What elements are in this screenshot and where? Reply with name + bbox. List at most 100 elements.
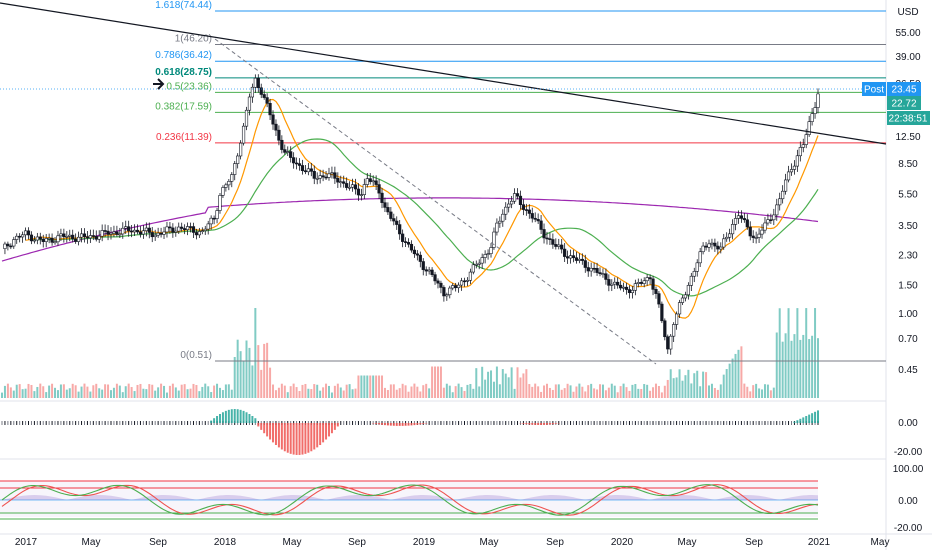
candle-down [9,245,13,248]
candle-down [82,233,87,238]
trend-lines [0,2,887,365]
candle-down [739,215,744,219]
volume-bar [195,385,198,398]
candle-down [389,211,393,219]
stoch-tick-label: 100.00 [893,464,924,475]
candle-down [745,219,749,228]
main-pane[interactable] [0,0,886,400]
candle-down [212,217,216,220]
price-tick-label: 1.00 [898,309,918,320]
candle-up [206,223,210,230]
post-tag-box [862,82,886,96]
macd-tick-label: 0.00 [898,418,918,429]
volume-bar [325,383,328,398]
volume-bar [584,391,587,398]
volume-bar [163,385,166,398]
volume-bar [3,385,6,398]
macd-histogram-bar [416,423,419,425]
candle-up [725,236,729,240]
volume-bar [737,349,740,398]
volume-bar [348,384,351,398]
volume-bar [59,384,62,398]
volume-bar [448,385,451,398]
candle-down [18,235,22,238]
candle-down [312,171,316,179]
volume-bar [466,384,469,398]
candle-up [362,184,366,195]
candle-up [177,226,181,232]
candle-down [663,320,667,338]
candle-down [566,256,570,259]
macd-histogram-bar [398,423,401,426]
volume-bar [669,369,672,398]
candle-up [610,283,614,286]
volume-bar [419,391,422,398]
volume-bar [51,383,54,398]
volume-bar [230,389,233,398]
volume-bar [787,308,790,398]
candle-down [188,226,193,228]
macd-histogram-bar [381,423,384,425]
candle-down [619,284,623,289]
candle-up [56,235,60,243]
fib-level-label: 0(0.51) [180,350,212,361]
volume-histogram [1,308,819,398]
volume-bar [755,383,758,398]
price-tick-label: 1.50 [898,281,918,292]
time-tick-label: 2017 [15,537,38,548]
volume-bar [207,386,210,398]
candle-down [551,239,555,245]
candle-up [692,271,696,277]
candle-up [577,258,581,261]
volume-bar [761,389,764,398]
volume-bar [604,390,607,398]
macd-histogram-bar [221,412,224,423]
macd-histogram-bar [817,410,819,423]
candle-down [374,180,378,185]
volume-bar [675,377,678,398]
stochastic-indicator [0,480,819,520]
volume-bar [336,383,339,398]
volume-bar [548,387,551,398]
macd-histogram-bar [301,423,304,455]
time-tick-label: Sep [546,537,564,548]
macd-pane[interactable] [0,402,886,458]
macd-histogram-bar [227,409,230,423]
volume-bar [442,387,445,398]
candle-down [580,258,584,261]
long-trend-line [0,2,887,145]
candle-up [613,281,617,285]
macd-histogram-bar [266,423,269,437]
macd-histogram-bar [263,423,266,434]
volume-bar [705,372,708,398]
volume-bar [30,384,33,398]
candle-up [474,263,478,266]
candle-up [689,275,693,286]
volume-bar [422,385,425,398]
time-tick-label: Sep [149,537,167,548]
volume-bar [180,384,183,398]
candle-down [536,219,540,222]
candle-up [730,224,735,235]
stoch-pane[interactable] [0,460,886,534]
volume-bar [560,389,563,398]
candle-up [465,279,470,282]
candle-up [59,233,63,237]
candle-down [442,287,446,297]
volume-bar [460,387,463,398]
candle-down [262,94,266,98]
price-tick-label: 3.50 [898,221,918,232]
volume-bar [316,384,319,398]
volume-bar [24,388,27,398]
volume-bar [109,390,112,398]
candle-up [636,282,640,284]
volume-bar [478,386,481,398]
volume-bar [404,385,407,398]
countdown-value: 22:38:51 [889,114,928,125]
candle-down [571,255,576,259]
volume-bar [784,333,787,398]
candle-up [359,194,363,196]
volume-bar [339,387,342,398]
candle-down [277,129,281,141]
macd-histogram-bar [793,421,796,423]
